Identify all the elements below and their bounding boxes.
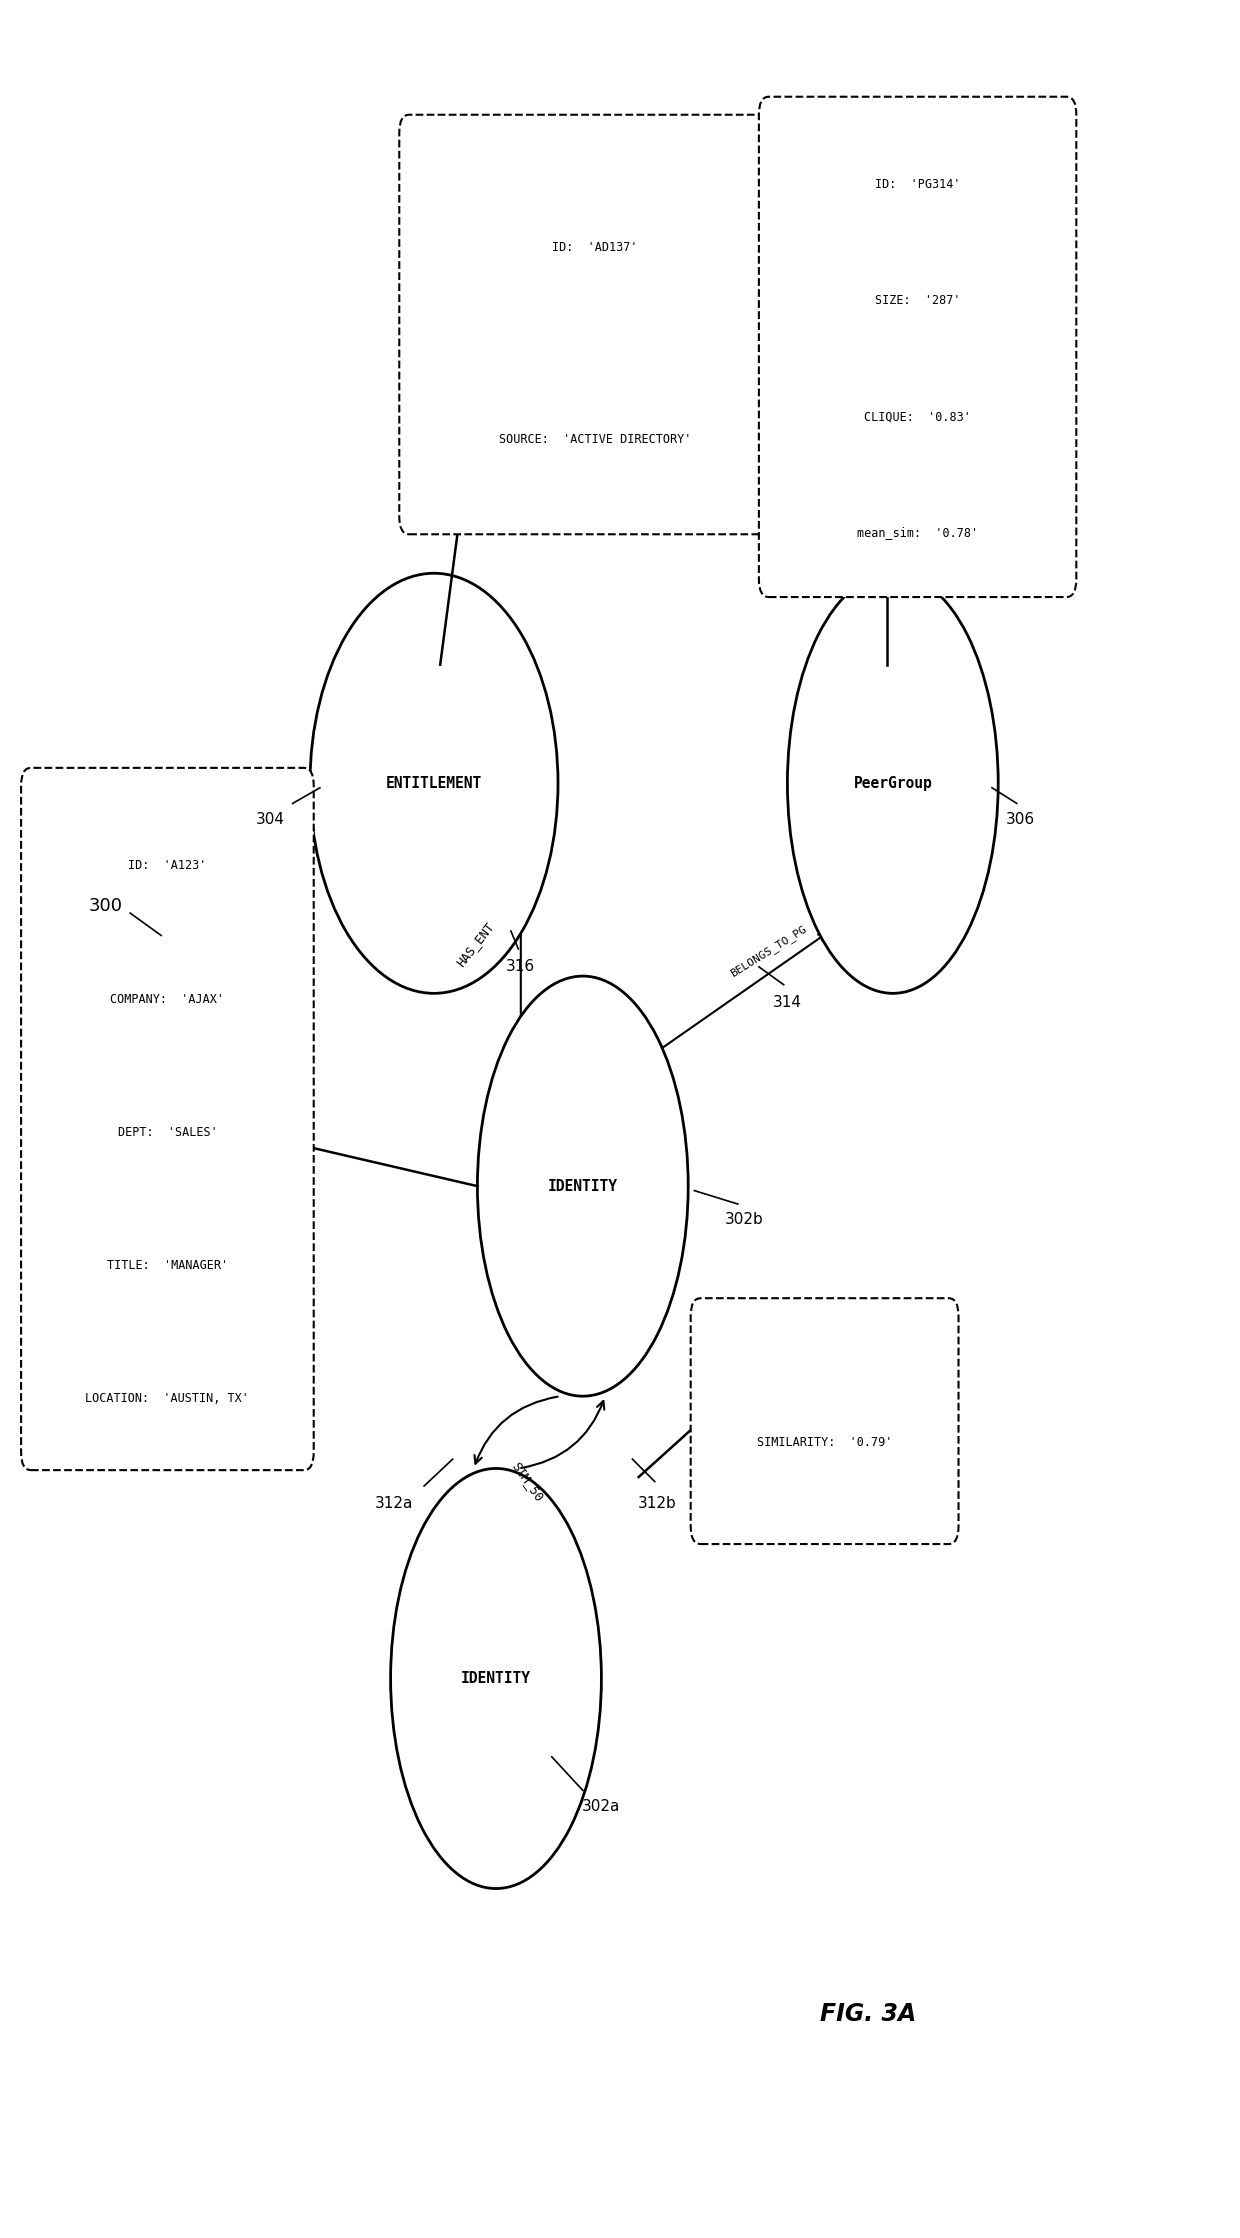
- Text: 300: 300: [88, 897, 123, 915]
- Text: 312b: 312b: [637, 1497, 677, 1511]
- Text: 304: 304: [255, 812, 285, 826]
- Text: SIMILARITY:  '0.79': SIMILARITY: '0.79': [756, 1435, 893, 1448]
- Text: 312a: 312a: [376, 1497, 413, 1511]
- Ellipse shape: [391, 1468, 601, 1889]
- Text: BELONGS_TO_PG: BELONGS_TO_PG: [729, 924, 808, 978]
- Text: 302a: 302a: [583, 1799, 620, 1813]
- Text: LOCATION:  'AUSTIN, TX': LOCATION: 'AUSTIN, TX': [86, 1392, 249, 1405]
- Text: IDENTITY: IDENTITY: [548, 1179, 618, 1193]
- Text: TITLE:  'MANAGER': TITLE: 'MANAGER': [107, 1260, 228, 1271]
- FancyBboxPatch shape: [759, 96, 1076, 598]
- Ellipse shape: [310, 573, 558, 994]
- Text: 316: 316: [506, 960, 536, 974]
- Text: ID:  'PG314': ID: 'PG314': [875, 177, 960, 190]
- Text: SOURCE:  'ACTIVE DIRECTORY': SOURCE: 'ACTIVE DIRECTORY': [498, 434, 692, 445]
- Ellipse shape: [787, 573, 998, 994]
- Text: 302b: 302b: [724, 1213, 764, 1226]
- Text: COMPANY:  'AJAX': COMPANY: 'AJAX': [110, 991, 224, 1005]
- Ellipse shape: [477, 976, 688, 1397]
- Text: CLIQUE:  '0.83': CLIQUE: '0.83': [864, 410, 971, 423]
- Text: ID:  'A123': ID: 'A123': [128, 859, 207, 873]
- FancyBboxPatch shape: [21, 768, 314, 1470]
- Text: PeerGroup: PeerGroup: [853, 777, 932, 790]
- Text: ENTITLEMENT: ENTITLEMENT: [386, 777, 482, 790]
- Text: mean_sim:  '0.78': mean_sim: '0.78': [857, 526, 978, 539]
- Text: ID:  'AD137': ID: 'AD137': [553, 242, 637, 255]
- Text: FIG. 3A: FIG. 3A: [820, 2003, 916, 2025]
- Text: DEPT:  'SALES': DEPT: 'SALES': [118, 1126, 217, 1139]
- Text: 306: 306: [1006, 812, 1035, 826]
- FancyBboxPatch shape: [691, 1298, 959, 1544]
- Text: IDENTITY: IDENTITY: [461, 1672, 531, 1685]
- Text: 314: 314: [773, 996, 802, 1009]
- Text: SIM_50: SIM_50: [508, 1459, 546, 1504]
- Text: SIZE:  '287': SIZE: '287': [875, 293, 960, 307]
- FancyBboxPatch shape: [399, 114, 791, 535]
- Text: HAS_ENT: HAS_ENT: [454, 920, 496, 969]
